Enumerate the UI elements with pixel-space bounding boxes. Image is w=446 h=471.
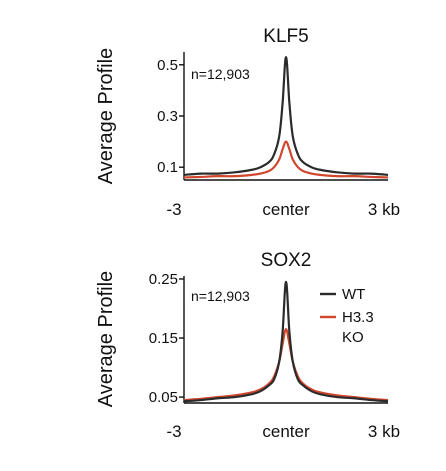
x-tick-label: 3 kb [368,422,400,441]
sample-count-annotation: n=12,903 [191,66,250,82]
legend: WT H3.3 KO [320,286,374,346]
y-axis-label: Average Profile [95,271,117,407]
legend-label: WT [342,286,365,303]
chart-panel-1: KLF5 Average Profile 0.1 0.3 0.5 -3 center 3 kb… [95,26,400,219]
y-tick-label: 0.25 [149,271,178,288]
series-line-black [183,280,389,403]
chart-title: KLF5 [263,26,308,47]
x-tick-label: -3 [166,200,181,219]
legend-label-line2: KO [342,329,364,346]
y-tick-label: 0.3 [157,108,178,125]
y-tick-label: 0.1 [157,159,178,176]
sample-count-annotation: n=12,903 [191,288,250,304]
x-tick-label: -3 [166,422,181,441]
y-axis-label: Average Profile [95,48,117,184]
chart-title: SOX2 [261,250,312,271]
y-tick-label: 0.05 [149,389,178,406]
x-tick-label: 3 kb [368,200,400,219]
x-tick-label: center [262,200,310,219]
y-tick-label: 0.15 [149,330,178,347]
series-line-red [183,140,389,179]
y-tick-label: 0.5 [157,57,178,74]
legend-label: H3.3 [342,309,374,326]
series-line-black [183,56,389,176]
x-tick-label: center [262,422,310,441]
series-line-red [183,328,389,402]
chart-panel-2: SOX2 Average Profile 0.05 0.15 0.25 -3 center 3… [95,250,400,441]
